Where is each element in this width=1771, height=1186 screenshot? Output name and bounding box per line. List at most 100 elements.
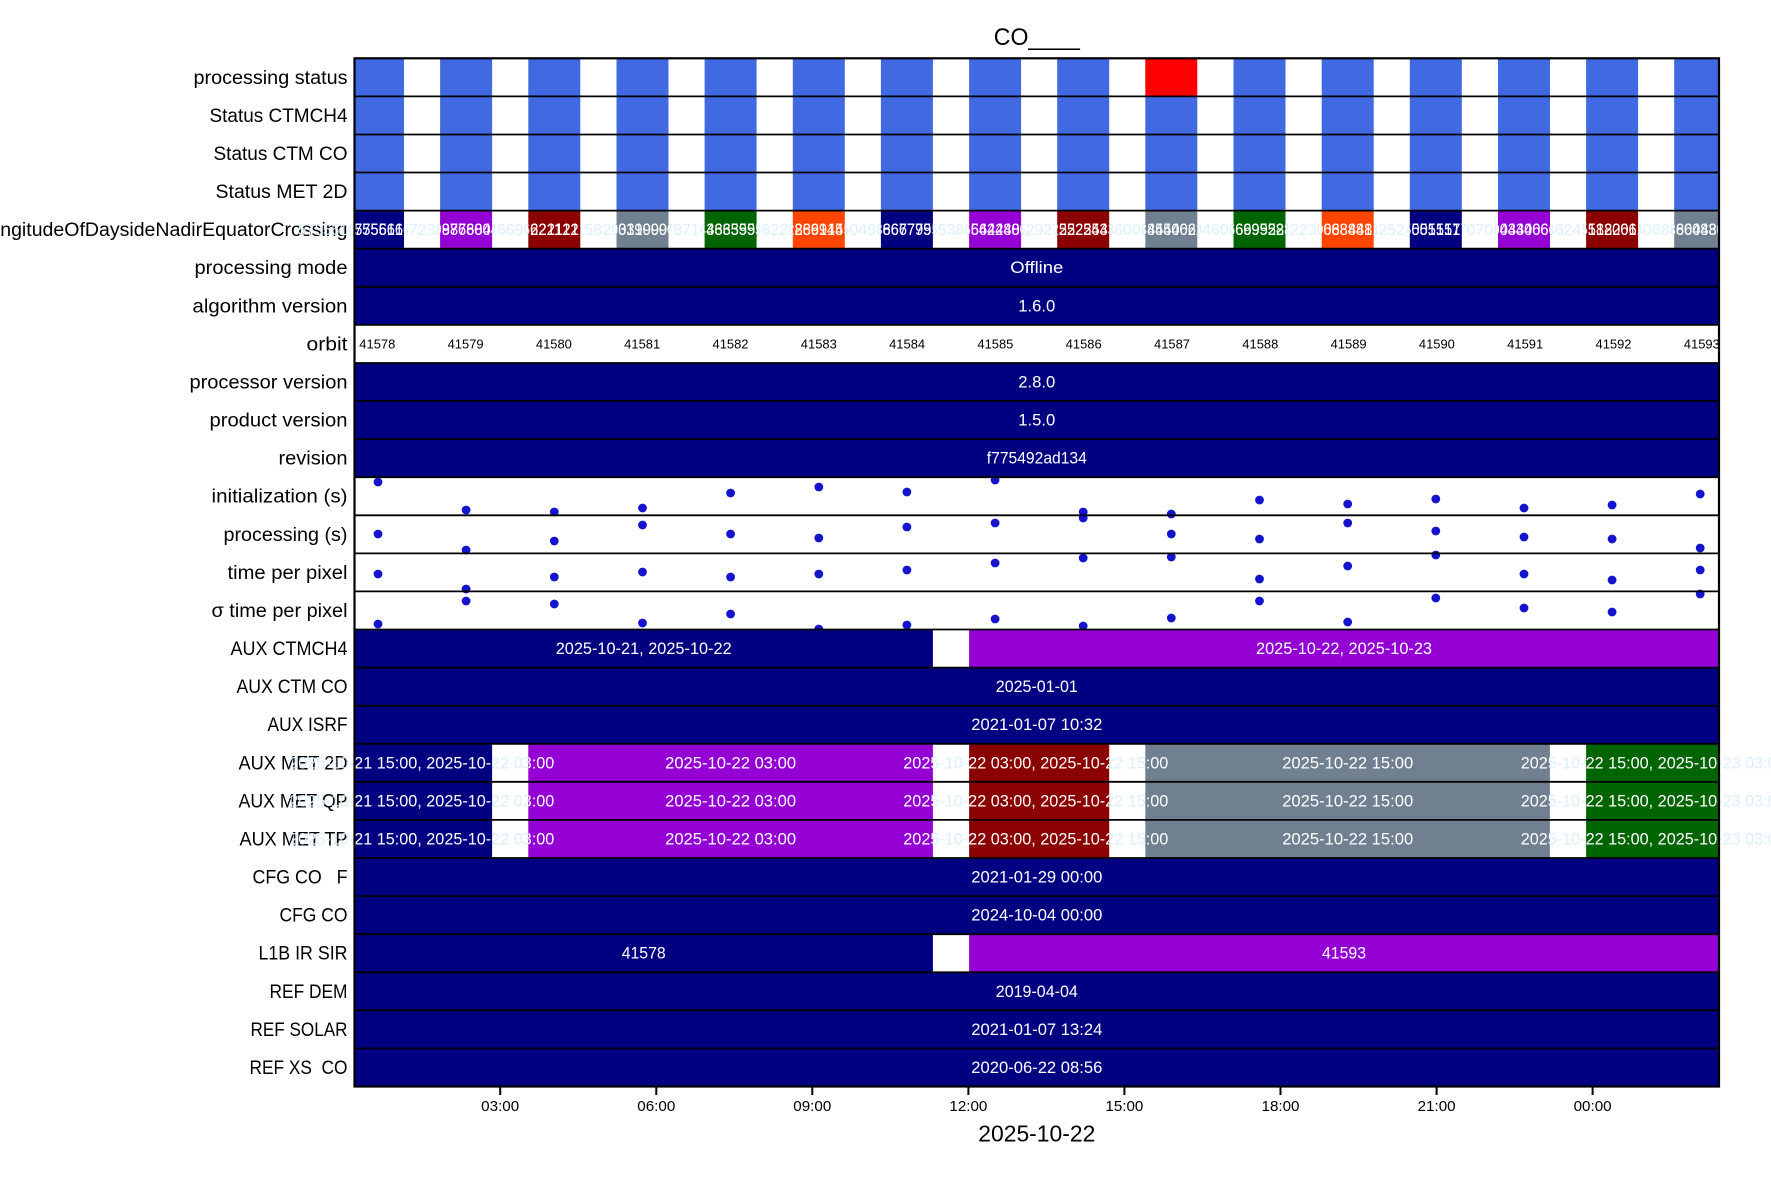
- svg-text:LongitudeOfDaysideNadirEquator: LongitudeOfDaysideNadirEquatorCrossing: [0, 220, 348, 241]
- svg-text:3860084: 3860084: [1096, 222, 1158, 239]
- svg-text:12:00: 12:00: [949, 1098, 987, 1115]
- svg-text:41582: 41582: [713, 336, 749, 351]
- svg-text:18:00: 18:00: [1262, 1098, 1300, 1115]
- svg-text:41578: 41578: [622, 945, 666, 963]
- svg-text:41588: 41588: [1242, 336, 1278, 351]
- svg-text:2019-04-04: 2019-04-04: [996, 983, 1078, 1001]
- svg-text:6221121: 6221121: [530, 221, 587, 239]
- svg-text:2025-01-01: 2025-01-01: [996, 678, 1078, 696]
- svg-text:4707066: 4707066: [1449, 222, 1511, 239]
- svg-text:41585: 41585: [977, 336, 1013, 351]
- svg-text:8454062: 8454062: [1147, 221, 1204, 239]
- svg-text:9876804: 9876804: [434, 221, 491, 239]
- svg-text:2.8.0: 2.8.0: [1018, 374, 1055, 392]
- svg-text:09:00: 09:00: [793, 1098, 831, 1115]
- svg-text:2869145: 2869145: [795, 221, 852, 239]
- svg-text:5051517: 5051517: [1403, 221, 1460, 239]
- svg-text:5755616: 5755616: [346, 221, 403, 239]
- svg-text:Status CTMCH4: Status CTMCH4: [210, 106, 348, 127]
- svg-text:8604830: 8604830: [1676, 221, 1733, 239]
- svg-text:2522543: 2522543: [1059, 221, 1116, 239]
- svg-text:41581: 41581: [624, 336, 660, 351]
- svg-text:AUX MET QP: AUX MET QP: [239, 791, 348, 812]
- svg-text:REF XS CO: REF XS CO: [250, 1058, 348, 1079]
- svg-text:2025-10-22 03:00, 2025-10-22 1: 2025-10-22 03:00, 2025-10-22 15:00: [903, 754, 1168, 772]
- svg-text:2025-10-22, 2025-10-23: 2025-10-22, 2025-10-23: [1256, 640, 1432, 658]
- svg-text:AUX MET TP: AUX MET TP: [240, 830, 348, 851]
- svg-text:4363595: 4363595: [706, 221, 763, 239]
- svg-text:REF SOLAR: REF SOLAR: [251, 1020, 348, 1041]
- svg-text:processing status: processing status: [194, 68, 348, 89]
- svg-text:0319090: 0319090: [618, 221, 675, 239]
- svg-text:revision: revision: [279, 449, 348, 470]
- svg-text:2406883: 2406883: [1625, 222, 1687, 239]
- svg-text:REF DEM: REF DEM: [270, 982, 348, 1003]
- svg-text:41592: 41592: [1596, 336, 1632, 351]
- svg-text:8454062: 8454062: [1139, 221, 1196, 239]
- svg-text:41590: 41590: [1419, 336, 1455, 351]
- svg-text:41579: 41579: [448, 336, 484, 351]
- svg-text:41578: 41578: [359, 336, 395, 351]
- svg-text:0787165: 0787165: [656, 222, 718, 239]
- svg-text:21:00: 21:00: [1418, 1098, 1456, 1115]
- svg-text:1.5.0: 1.5.0: [1018, 412, 1055, 430]
- svg-text:2024-10-04 00:00: 2024-10-04 00:00: [971, 907, 1102, 925]
- svg-text:4363595: 4363595: [698, 221, 755, 239]
- svg-text:CFG CO: CFG CO: [280, 906, 348, 927]
- svg-text:41586: 41586: [1066, 336, 1102, 351]
- svg-text:2025-10-22 03:00, 2025-10-22 1: 2025-10-22 03:00, 2025-10-22 15:00: [903, 792, 1168, 810]
- svg-text:00:00: 00:00: [1574, 1098, 1612, 1115]
- svg-text:41587: 41587: [1154, 336, 1190, 351]
- svg-text:processing (s): processing (s): [224, 525, 348, 546]
- svg-text:41583: 41583: [801, 336, 837, 351]
- svg-text:6699528: 6699528: [1227, 221, 1284, 239]
- svg-text:2869145: 2869145: [786, 221, 843, 239]
- svg-text:2025-10-22: 2025-10-22: [978, 1121, 1095, 1147]
- svg-text:0319090: 0319090: [610, 221, 667, 239]
- svg-text:0434066: 0434066: [1500, 221, 1557, 239]
- svg-text:2025-10-22 03:00: 2025-10-22 03:00: [665, 792, 796, 810]
- svg-text:2021-01-29 00:00: 2021-01-29 00:00: [971, 869, 1102, 887]
- svg-text:41591: 41591: [1507, 336, 1543, 351]
- svg-text:CO____: CO____: [994, 24, 1081, 51]
- svg-text:AUX CTM CO: AUX CTM CO: [237, 677, 348, 698]
- svg-text:2046089: 2046089: [1184, 222, 1246, 239]
- svg-text:06:00: 06:00: [637, 1098, 675, 1115]
- svg-text:AUX CTMCH4: AUX CTMCH4: [231, 639, 348, 660]
- svg-text:2522543: 2522543: [1051, 221, 1108, 239]
- svg-text:9553866: 9553866: [920, 222, 982, 239]
- svg-text:product version: product version: [210, 411, 348, 432]
- svg-text:2025-10-22 03:00, 2025-10-22 1: 2025-10-22 03:00, 2025-10-22 15:00: [903, 831, 1168, 849]
- svg-text:L1B IR SIR: L1B IR SIR: [259, 944, 348, 965]
- svg-text:8604830: 8604830: [1668, 221, 1725, 239]
- svg-text:2021-01-07 10:32: 2021-01-07 10:32: [971, 716, 1102, 734]
- svg-text:8667795: 8667795: [874, 221, 931, 239]
- svg-text:5182061: 5182061: [1580, 221, 1637, 239]
- svg-text:4504987: 4504987: [832, 222, 894, 239]
- svg-text:CFG CO F: CFG CO F: [253, 868, 348, 889]
- svg-text:1158202: 1158202: [567, 222, 629, 239]
- svg-text:41593: 41593: [1684, 336, 1720, 351]
- svg-text:processor version: processor version: [190, 373, 348, 394]
- svg-text:0688481: 0688481: [1315, 221, 1372, 239]
- svg-text:5182061: 5182061: [1588, 221, 1645, 239]
- svg-text:41589: 41589: [1331, 336, 1367, 351]
- svg-text:time per pixel: time per pixel: [228, 563, 348, 584]
- svg-text:5755616: 5755616: [354, 221, 411, 239]
- svg-text:0466906: 0466906: [479, 222, 541, 239]
- svg-text:6221121: 6221121: [522, 221, 579, 239]
- svg-text:6699528: 6699528: [1235, 221, 1292, 239]
- svg-text:5642480: 5642480: [971, 221, 1028, 239]
- svg-text:9422306: 9422306: [1273, 222, 1335, 239]
- svg-text:2025-10-22 15:00: 2025-10-22 15:00: [1282, 831, 1413, 849]
- svg-text:0688481: 0688481: [1323, 221, 1380, 239]
- svg-text:41580: 41580: [536, 336, 572, 351]
- svg-text:41593: 41593: [1322, 945, 1366, 963]
- svg-text:Status MET 2D: Status MET 2D: [216, 182, 348, 203]
- svg-text:2025-10-22 15:00: 2025-10-22 15:00: [1282, 792, 1413, 810]
- svg-text:processing mode: processing mode: [195, 258, 348, 279]
- svg-text:5755616: 5755616: [298, 222, 356, 239]
- svg-text:6529272: 6529272: [1008, 222, 1070, 239]
- svg-text:2025-10-21, 2025-10-22: 2025-10-21, 2025-10-22: [556, 640, 732, 658]
- svg-text:2025-10-22 15:00: 2025-10-22 15:00: [1282, 754, 1413, 772]
